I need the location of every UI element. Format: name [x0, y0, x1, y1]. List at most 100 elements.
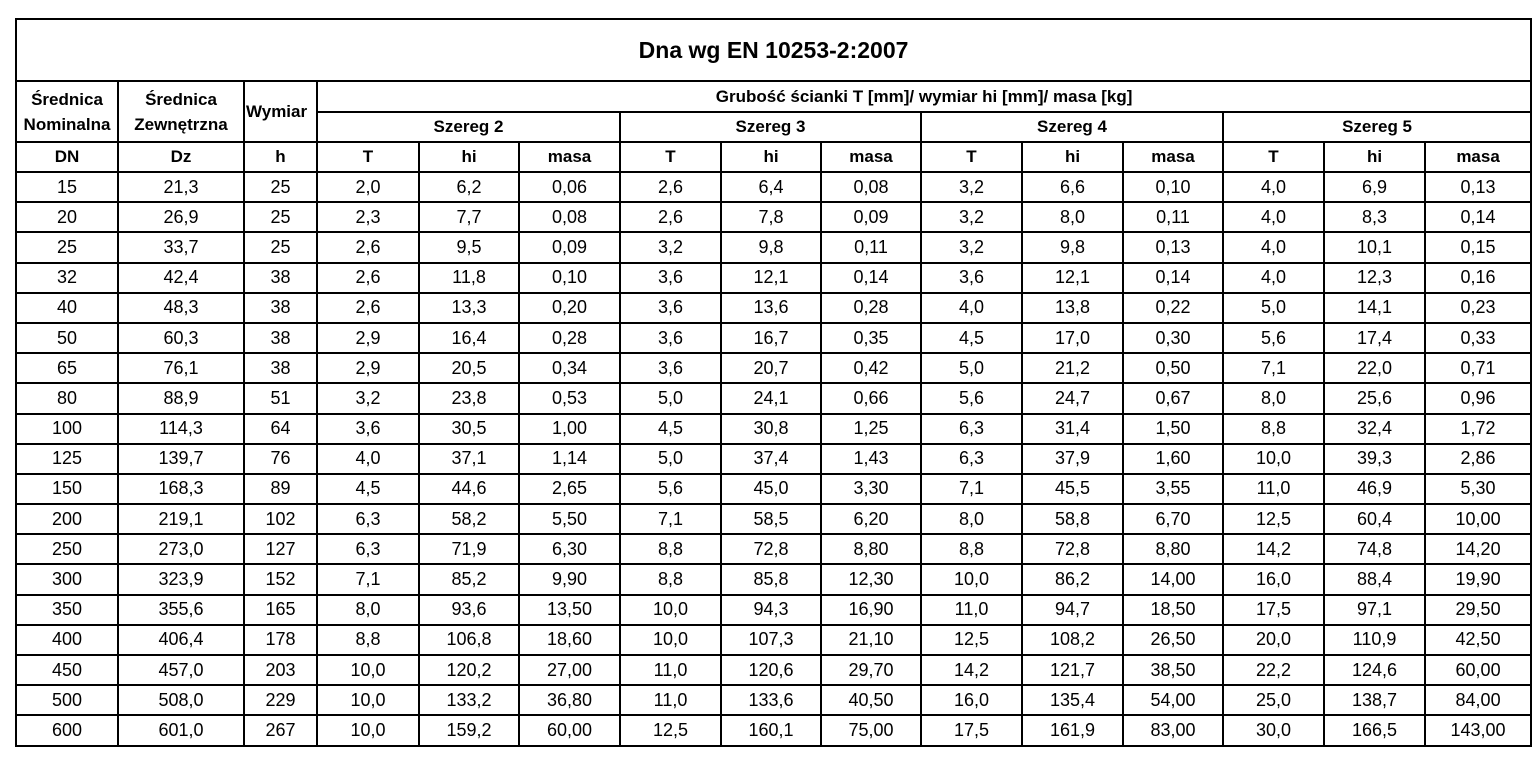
column-header: masa — [518, 141, 621, 173]
table-row: 20 26,9 25 2,3 7,7 0,08 2,6 7,8 0,09 3,2 8,0 0,11 4,… — [15, 201, 1533, 234]
table-cell: 5,30 — [1423, 472, 1533, 506]
table-cell: 0,08 — [518, 201, 621, 234]
table-cell: 229 — [243, 684, 318, 717]
table-cell: 25,0 — [1222, 684, 1325, 717]
table-cell: 203 — [243, 653, 318, 687]
table-cell: 12,5 — [619, 714, 722, 747]
table-cell: 24,1 — [720, 382, 822, 415]
table-cell: 76 — [243, 442, 318, 475]
table-cell: 120,2 — [418, 653, 520, 687]
table-cell: 152 — [243, 563, 318, 596]
table-cell: 16,4 — [418, 321, 520, 355]
table-cell: 25 — [243, 231, 318, 264]
table-row: 300 323,9 152 7,1 85,2 9,90 8,8 85,8 12,30 10,0 86… — [15, 563, 1533, 596]
table-cell: 6,20 — [820, 503, 922, 536]
table-cell: 6,3 — [316, 503, 420, 536]
table-cell: 88,9 — [117, 382, 245, 415]
table-cell: 1,00 — [518, 412, 621, 445]
table-cell: 0,33 — [1423, 321, 1533, 355]
table-cell: 38 — [243, 261, 318, 294]
table-cell: 3,6 — [619, 352, 722, 385]
column-header: hi — [418, 141, 520, 173]
table-cell: 20,7 — [720, 352, 822, 385]
table-cell: 7,7 — [418, 201, 520, 234]
table-cell: 500 — [15, 684, 119, 717]
table-cell: 58,2 — [418, 503, 520, 536]
table-row: 150 168,3 89 4,5 44,6 2,65 5,6 45,0 3,30 7,1 45,5 3… — [15, 472, 1533, 506]
table-cell: 14,2 — [920, 653, 1023, 687]
table-cell: 21,2 — [1021, 352, 1124, 385]
table-cell: 97,1 — [1323, 593, 1426, 626]
table-cell: 16,0 — [920, 684, 1023, 717]
table-cell: 124,6 — [1323, 653, 1426, 687]
table-cell: 2,6 — [316, 291, 420, 324]
table-cell: 17,0 — [1021, 321, 1124, 355]
table-cell: 42,50 — [1423, 623, 1533, 657]
lead-header: Średnica Zewnętrzna — [117, 80, 245, 143]
table-cell: 0,16 — [1423, 261, 1533, 294]
table-row: 15 21,3 25 2,0 6,2 0,06 2,6 6,4 0,08 3,2 6,6 0,10 4,… — [15, 170, 1533, 204]
table-cell: 74,8 — [1323, 533, 1426, 566]
table-cell: 31,4 — [1021, 412, 1124, 445]
table-cell: 121,7 — [1021, 653, 1124, 687]
table-cell: 168,3 — [117, 472, 245, 506]
table-cell: 3,2 — [920, 201, 1023, 234]
table-cell: 1,72 — [1423, 412, 1533, 445]
table-cell: 9,8 — [720, 231, 822, 264]
table-cell: 38 — [243, 291, 318, 324]
table-row: 200 219,1 102 6,3 58,2 5,50 7,1 58,5 6,20 8,0 58,8… — [15, 503, 1533, 536]
table-cell: 13,50 — [518, 593, 621, 626]
table-row: 125 139,7 76 4,0 37,1 1,14 5,0 37,4 1,43 6,3 37,9 1… — [15, 442, 1533, 475]
table-title: Dna wg EN 10253-2:2007 — [14, 18, 1533, 82]
table-body: Dna wg EN 10253-2:2007 Średnica Nominalna Ś… — [14, 18, 1533, 747]
table-cell: 4,0 — [920, 291, 1023, 324]
table-cell: 4,0 — [1222, 231, 1325, 264]
table-cell: 6,9 — [1323, 170, 1426, 204]
column-header: masa — [1423, 141, 1533, 173]
table-cell: 37,9 — [1021, 442, 1124, 475]
table-cell: 22,0 — [1323, 352, 1426, 385]
table-cell: 7,1 — [316, 563, 420, 596]
table-cell: 139,7 — [117, 442, 245, 475]
table-cell: 5,6 — [619, 472, 722, 506]
table-cell: 2,9 — [316, 321, 420, 355]
table-cell: 450 — [15, 653, 119, 687]
table-cell: 2,86 — [1423, 442, 1533, 475]
table-cell: 60,00 — [1423, 653, 1533, 687]
table-cell: 9,90 — [518, 563, 621, 596]
table-cell: 30,5 — [418, 412, 520, 445]
table-cell: 9,5 — [418, 231, 520, 264]
table-cell: 25,6 — [1323, 382, 1426, 415]
table-cell: 17,5 — [920, 714, 1023, 747]
table-cell: 3,2 — [920, 231, 1023, 264]
table-cell: 0,06 — [518, 170, 621, 204]
table-cell: 88,4 — [1323, 563, 1426, 596]
table-row: 25 33,7 25 2,6 9,5 0,09 3,2 9,8 0,11 3,2 9,8 0,13 4,… — [15, 231, 1533, 264]
table-cell: 19,90 — [1423, 563, 1533, 596]
table-cell: 29,70 — [820, 653, 922, 687]
table-cell: 20,0 — [1222, 623, 1325, 657]
table-cell: 6,2 — [418, 170, 520, 204]
table-cell: 85,2 — [418, 563, 520, 596]
table-cell: 10,0 — [619, 623, 722, 657]
table-cell: 508,0 — [117, 684, 245, 717]
table-cell: 6,3 — [920, 442, 1023, 475]
table-cell: 3,2 — [316, 382, 420, 415]
table-row: Dna wg EN 10253-2:2007 — [14, 18, 1533, 82]
lead-header: Średnica Nominalna — [15, 80, 119, 143]
data-table: Dna wg EN 10253-2:2007 Średnica Nominalna Ś… — [14, 18, 1533, 747]
table-cell: 10,0 — [1222, 442, 1325, 475]
table-cell: 24,7 — [1021, 382, 1124, 415]
table-cell: 93,6 — [418, 593, 520, 626]
table-cell: 6,3 — [920, 412, 1023, 445]
table-cell: 2,9 — [316, 352, 420, 385]
table-cell: 25 — [243, 170, 318, 204]
table-cell: 200 — [15, 503, 119, 536]
lead-header-line: Średnica — [145, 89, 217, 109]
table-cell: 0,11 — [820, 231, 922, 264]
table-cell: 4,0 — [316, 442, 420, 475]
table-cell: 0,42 — [820, 352, 922, 385]
table-cell: 20,5 — [418, 352, 520, 385]
column-header: T — [1222, 141, 1325, 173]
table-cell: 4,0 — [1222, 261, 1325, 294]
